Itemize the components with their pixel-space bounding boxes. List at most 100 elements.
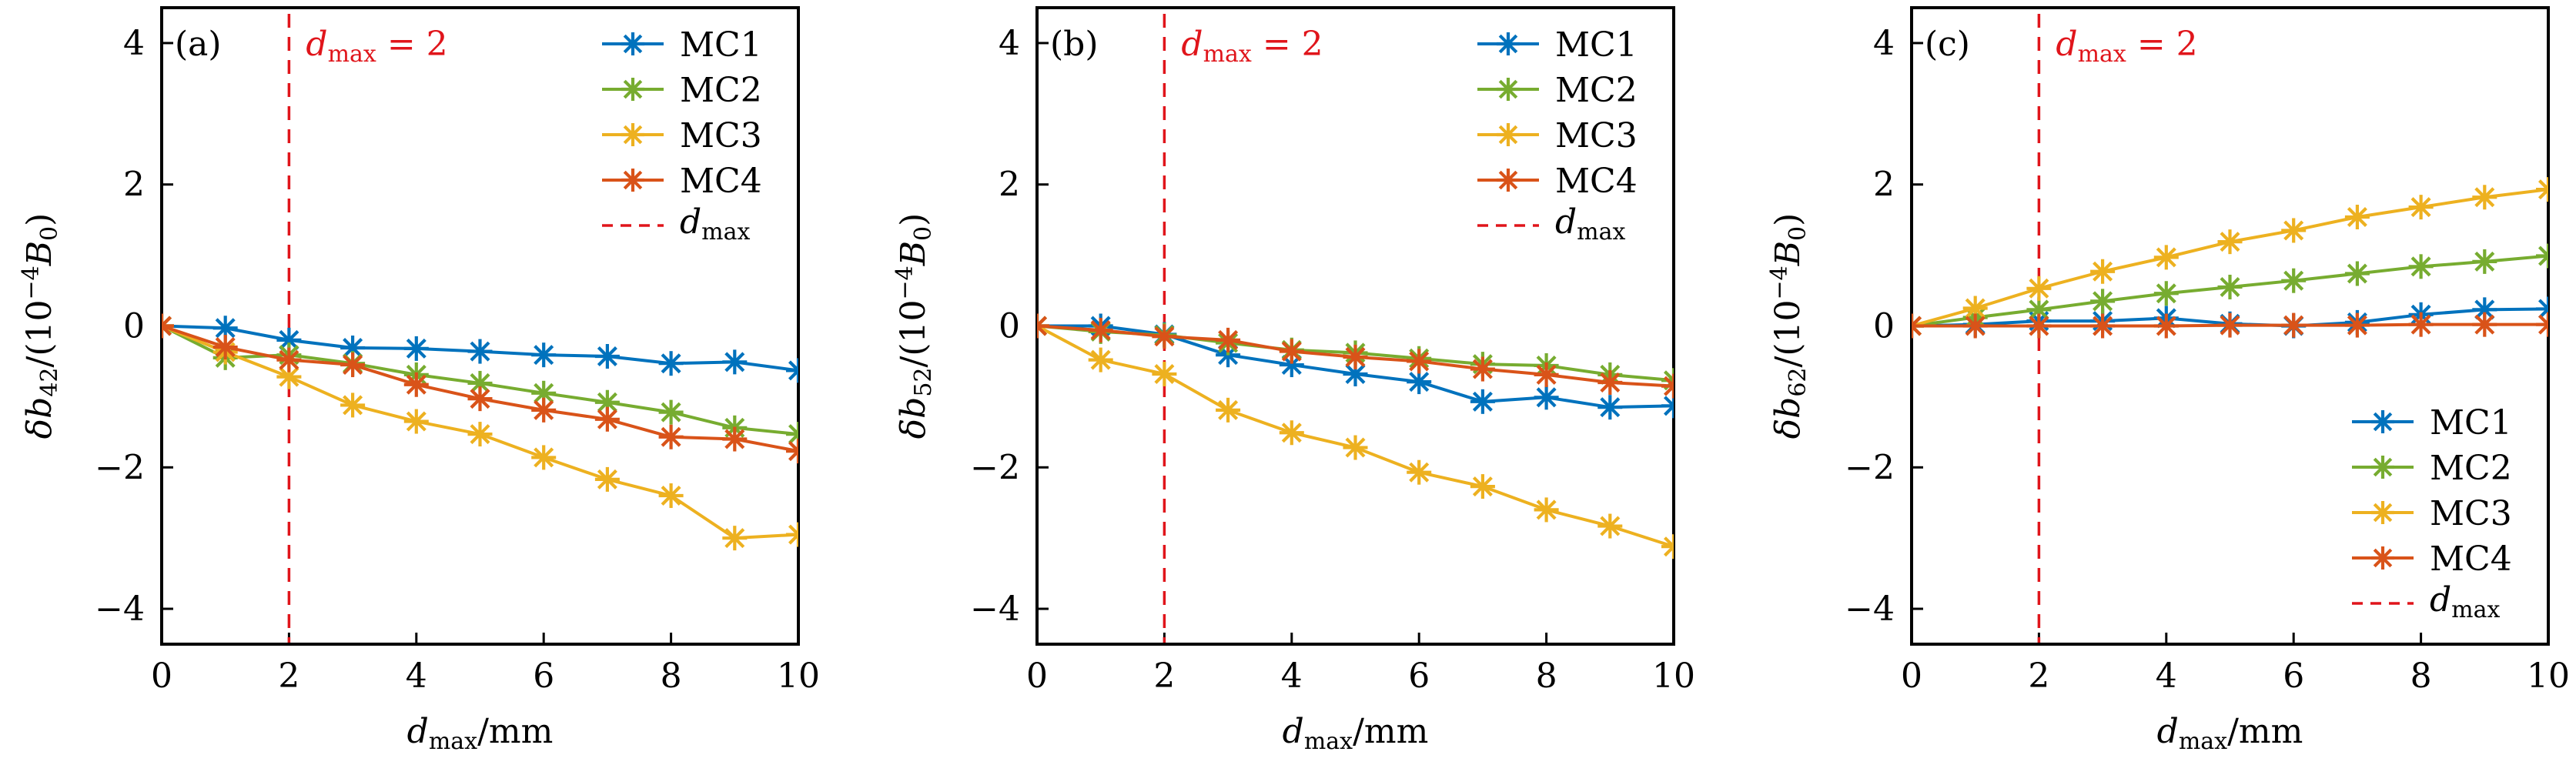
y-label-sub: 42 bbox=[36, 367, 63, 396]
x-tick-label: 0 bbox=[1901, 656, 1922, 696]
marker-stroke bbox=[1498, 34, 1518, 54]
legend-marker-icon bbox=[621, 32, 644, 55]
data-point-mc4 bbox=[340, 352, 366, 378]
marker-stroke bbox=[343, 395, 363, 416]
data-point-mc3 bbox=[2344, 204, 2370, 229]
data-point-mc4 bbox=[2536, 312, 2548, 337]
marker-stroke bbox=[2474, 314, 2495, 335]
legend-item-mc2: MC2 bbox=[1477, 71, 1638, 110]
data-point-mc1 bbox=[467, 339, 493, 364]
panel-label: (c) bbox=[1925, 25, 1970, 64]
marker-stroke bbox=[788, 441, 798, 454]
x-axis-label: dmax/mm bbox=[1283, 712, 1429, 755]
y-label-b-sub: 0 bbox=[910, 226, 937, 241]
marker-stroke bbox=[534, 447, 554, 468]
marker-stroke bbox=[623, 125, 643, 145]
x-tick-label: 10 bbox=[1652, 656, 1695, 696]
y-label-sub: 52 bbox=[910, 367, 937, 396]
marker-stroke bbox=[343, 355, 363, 376]
marker-stroke bbox=[470, 389, 490, 409]
series-group bbox=[1037, 313, 1674, 560]
y-label-var: δb bbox=[1768, 397, 1808, 439]
data-point-mc2 bbox=[2026, 297, 2052, 322]
marker-stroke bbox=[2538, 314, 2548, 327]
data-point-mc1 bbox=[340, 335, 366, 360]
marker-stroke bbox=[2538, 306, 2548, 319]
y-tick-label: 4 bbox=[1873, 24, 1895, 63]
x-axis-label: dmax/mm bbox=[407, 712, 554, 755]
marker-stroke bbox=[2373, 412, 2393, 432]
marker-stroke bbox=[2538, 179, 2548, 192]
marker-stroke bbox=[2156, 316, 2176, 336]
marker-stroke bbox=[1498, 79, 1518, 99]
legend-label: MC4 bbox=[680, 162, 762, 201]
data-point-mc1 bbox=[658, 351, 684, 376]
data-point-mc4 bbox=[1534, 362, 1559, 387]
marker-stroke bbox=[1345, 363, 1366, 384]
legend-marker-icon bbox=[1497, 78, 1520, 101]
marker-stroke bbox=[2410, 256, 2431, 277]
marker-stroke bbox=[2029, 316, 2049, 336]
y-label-end: ) bbox=[1768, 213, 1808, 226]
data-point-mc3 bbox=[2153, 245, 2179, 270]
data-point-mc4 bbox=[1407, 349, 1432, 374]
data-point-mc4 bbox=[2217, 312, 2243, 338]
dmax-annotation: dmax = 2 bbox=[306, 25, 447, 68]
x-label-sub: max bbox=[2179, 728, 2227, 755]
data-point-mc4 bbox=[594, 406, 620, 432]
data-point-mc4 bbox=[403, 372, 429, 397]
data-point-mc4 bbox=[2153, 313, 2179, 339]
y-tick-label: 4 bbox=[123, 24, 145, 63]
x-axis-label: dmax/mm bbox=[2157, 712, 2303, 755]
marker-stroke bbox=[1536, 387, 1557, 408]
data-point-mc3 bbox=[594, 466, 620, 492]
data-point-mc3 bbox=[1088, 347, 1113, 372]
marker-stroke bbox=[1281, 341, 1302, 362]
data-point-mc1 bbox=[786, 358, 798, 383]
y-tick-label: −2 bbox=[1845, 448, 1895, 487]
marker-stroke bbox=[1965, 316, 1986, 336]
y-label-sup: −4 bbox=[18, 266, 45, 299]
x-tick-label: 0 bbox=[1026, 656, 1048, 696]
x-tick-label: 10 bbox=[2527, 656, 2570, 696]
data-point-mc4 bbox=[1152, 324, 1177, 349]
y-label-mid: /(10 bbox=[1768, 300, 1808, 368]
y-tick-label: 0 bbox=[123, 307, 145, 346]
series-group bbox=[162, 313, 798, 551]
marker-stroke bbox=[623, 34, 643, 54]
data-point-mc3 bbox=[2026, 276, 2052, 301]
y-label-b: B bbox=[894, 241, 933, 266]
marker-stroke bbox=[1154, 326, 1175, 347]
x-tick-label: 8 bbox=[2410, 656, 2432, 696]
marker-stroke bbox=[1281, 423, 1302, 443]
marker-stroke bbox=[1409, 462, 1430, 483]
marker-stroke bbox=[470, 341, 490, 362]
data-point-mc3 bbox=[1407, 459, 1432, 485]
marker-stroke bbox=[724, 429, 745, 449]
data-point-mc2 bbox=[2344, 261, 2370, 286]
x-label-sub: max bbox=[429, 728, 477, 755]
data-point-mc4 bbox=[1597, 370, 1623, 396]
marker-stroke bbox=[162, 323, 172, 336]
marker-stroke bbox=[1037, 323, 1048, 336]
marker-stroke bbox=[343, 337, 363, 358]
marker-stroke bbox=[2474, 187, 2495, 208]
legend-label: MC2 bbox=[680, 71, 762, 110]
legend-dmax-sub: max bbox=[1577, 219, 1625, 246]
data-point-mc1 bbox=[1661, 393, 1674, 419]
marker-stroke bbox=[724, 352, 745, 372]
data-point-mc4 bbox=[786, 439, 798, 464]
annot-sub: max bbox=[1203, 41, 1252, 68]
y-axis-label: δb42/(10−4B0) bbox=[18, 213, 63, 439]
x-label-sub: max bbox=[1304, 728, 1353, 755]
marker-stroke bbox=[1600, 516, 1621, 536]
y-tick-label: 0 bbox=[1873, 307, 1895, 346]
y-tick-label: −4 bbox=[970, 590, 1020, 629]
data-point-mc4 bbox=[1962, 313, 1988, 339]
marker-stroke bbox=[2373, 503, 2393, 523]
legend-item-mc4: MC4 bbox=[2352, 540, 2512, 579]
y-label-b-sub: 0 bbox=[36, 226, 63, 241]
marker-stroke bbox=[2283, 315, 2304, 336]
